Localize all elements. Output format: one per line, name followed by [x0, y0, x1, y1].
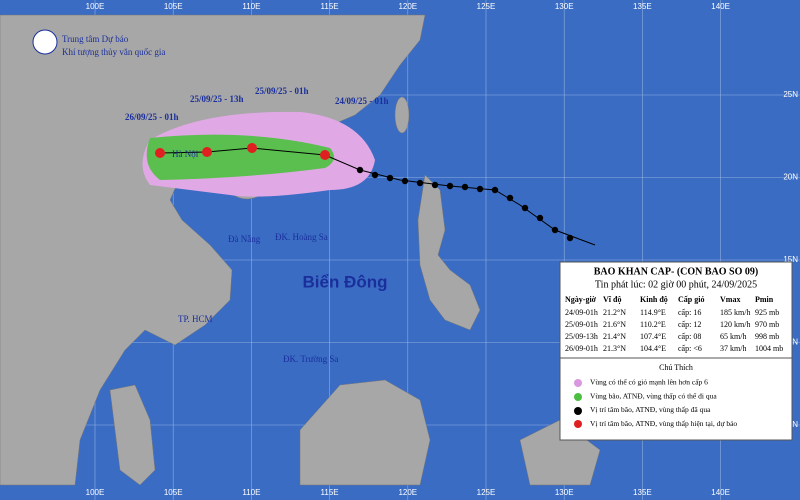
lon-label: 130E — [555, 488, 574, 497]
table-cell: 26/09-01h — [565, 344, 598, 353]
place-label: Đà Nẵng — [228, 234, 261, 244]
track-label: 25/09/25 - 13h — [190, 94, 244, 104]
past-point — [476, 185, 484, 193]
track-label: 24/09/25 - 01h — [335, 96, 389, 106]
place-label: Hà Nội — [172, 149, 199, 159]
table-cell: 925 mb — [755, 308, 779, 317]
forecast-cone — [142, 111, 375, 197]
table-cell: 24/09-01h — [565, 308, 598, 317]
lon-label: 120E — [398, 2, 417, 11]
past-point — [356, 166, 364, 174]
past-point — [431, 181, 439, 189]
sea-label: Biển Đông — [303, 272, 388, 291]
lat-label: 20N — [783, 173, 798, 182]
past-point — [386, 174, 394, 182]
table-cell: 104.4°E — [640, 344, 666, 353]
lon-label: 100E — [86, 2, 105, 11]
table-cell: 21.6°N — [603, 320, 626, 329]
lon-label: 105E — [164, 2, 183, 11]
table-header: Kinh độ — [640, 295, 668, 304]
issued: Tin phát lúc: 02 giờ 00 phút, 24/09/2025 — [595, 279, 757, 290]
lon-label: 110E — [242, 2, 260, 11]
table-cell: 120 km/h — [720, 320, 750, 329]
lon-label: 110E — [242, 488, 260, 497]
lon-label: 125E — [477, 488, 496, 497]
lon-label: 115E — [321, 2, 339, 11]
past-point — [401, 177, 409, 185]
org: Trung tâm Dự báo — [62, 34, 129, 44]
past-track — [324, 154, 596, 246]
table-cell: 107.4°E — [640, 332, 666, 341]
lat-label: 5N — [788, 420, 798, 429]
table-cell: 25/09-13h — [565, 332, 598, 341]
logo — [32, 29, 58, 55]
past-point — [446, 182, 454, 190]
place-label: TP. HCM — [178, 314, 213, 324]
table-cell: 21.4°N — [603, 332, 626, 341]
place-label: ĐK. Trường Sa — [283, 354, 338, 364]
past-point — [506, 194, 514, 202]
table-cell: 65 km/h — [720, 332, 746, 341]
table-cell: 185 km/h — [720, 308, 750, 317]
land — [0, 14, 601, 486]
past-point — [491, 186, 499, 194]
table-header: Vĩ độ — [603, 295, 621, 304]
past-point — [416, 179, 424, 187]
table-cell: 114.9°E — [640, 308, 666, 317]
past-point — [536, 214, 544, 222]
table-cell: cấp: 12 — [678, 320, 701, 329]
past-point — [551, 226, 559, 234]
past-point — [521, 204, 529, 212]
table-cell: 21.2°N — [603, 308, 626, 317]
legend-title: Chú Thích — [659, 363, 693, 372]
table-header: Ngày-giờ — [565, 295, 597, 304]
lat-label: 15N — [783, 255, 798, 264]
legend-item: Vị trí tâm bão, ATNĐ, vùng thấp hiện tại… — [590, 419, 737, 428]
lon-label: 120E — [398, 488, 417, 497]
table-cell: 25/09-01h — [565, 320, 598, 329]
table-cell: 21.3°N — [603, 344, 626, 353]
lon-label: 100E — [86, 488, 105, 497]
forecast-track — [159, 147, 326, 156]
lon-label: 140E — [711, 488, 730, 497]
org-sub: Khí tượng thủy văn quốc gia — [62, 47, 165, 57]
past-point — [371, 171, 379, 179]
table-cell: cấp: 16 — [678, 308, 701, 317]
lat-label: 25N — [783, 90, 798, 99]
legend-item: Vùng bão, ATNĐ, vùng thấp có thể đi qua — [590, 391, 717, 400]
table-cell: 1004 mb — [755, 344, 783, 353]
place-label: ĐK. Hoàng Sa — [275, 232, 328, 242]
table-header: Cấp gió — [678, 295, 704, 304]
table-cell: 110.2°E — [640, 320, 666, 329]
track-label: 26/09/25 - 01h — [125, 112, 179, 122]
table-header: Pmin — [755, 295, 774, 304]
table-cell: 998 mb — [755, 332, 779, 341]
lon-label: 135E — [633, 2, 652, 11]
legend-item: Vùng có thể có gió mạnh lên hơn cấp 6 — [590, 378, 708, 387]
lon-label: 125E — [477, 2, 496, 11]
legend-item: Vị trí tâm bão, ATNĐ, vùng thấp đã qua — [590, 405, 711, 414]
forecast-points — [155, 143, 330, 160]
lon-label: 130E — [555, 2, 574, 11]
past-point — [461, 183, 469, 191]
table-cell: cấp: 08 — [678, 332, 701, 341]
table-cell: 970 mb — [755, 320, 779, 329]
track-label: 25/09/25 - 01h — [255, 86, 309, 96]
lon-label: 140E — [711, 2, 730, 11]
lon-label: 115E — [321, 488, 339, 497]
table-header: Vmax — [720, 295, 740, 304]
bulletin-title: BAO KHAN CAP- (CON BAO SO 09) — [594, 266, 758, 277]
bulletin: BAO KHAN CAP- (CON BAO SO 09) Tin phát l… — [559, 261, 793, 441]
lon-label: 105E — [164, 488, 183, 497]
past-point — [566, 234, 574, 242]
lon-label: 135E — [633, 488, 652, 497]
table-cell: cấp: <6 — [678, 344, 702, 353]
table-cell: 37 km/h — [720, 344, 746, 353]
